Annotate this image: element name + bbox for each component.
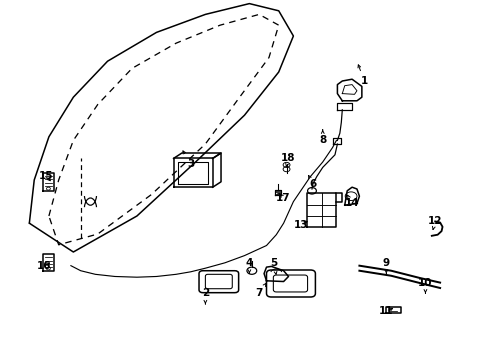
Text: 12: 12 [427,216,442,230]
Text: 13: 13 [293,220,307,230]
Text: 17: 17 [276,193,290,203]
Text: 18: 18 [281,153,295,167]
Text: 11: 11 [378,306,393,316]
Text: 10: 10 [417,278,432,293]
FancyBboxPatch shape [205,274,232,289]
Text: 4: 4 [245,258,253,273]
FancyBboxPatch shape [199,271,238,293]
Text: 2: 2 [202,288,208,304]
Text: 9: 9 [382,258,389,273]
Text: 7: 7 [255,283,265,298]
Text: 5: 5 [270,258,277,274]
Text: 6: 6 [308,175,316,189]
Text: 1: 1 [357,65,367,86]
Text: 14: 14 [344,195,359,208]
Text: 15: 15 [39,171,54,181]
Text: 8: 8 [319,130,325,145]
FancyBboxPatch shape [266,270,315,297]
Text: 3: 3 [183,151,194,169]
Text: 16: 16 [37,261,51,271]
FancyBboxPatch shape [273,275,307,292]
